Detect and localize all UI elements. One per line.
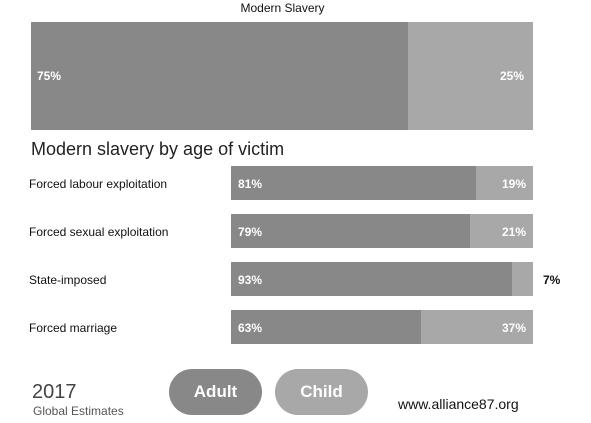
overall-stacked-bar: 75% 25% — [31, 22, 533, 130]
row-adult-segment — [231, 214, 470, 248]
row-child-percent-label: 21% — [501, 225, 526, 239]
report-subtitle: Global Estimates — [33, 404, 124, 418]
row-adult-segment — [231, 262, 512, 296]
row-label: Forced labour exploitation — [29, 177, 168, 191]
overall-child-percent-label: 25% — [499, 69, 524, 83]
row-child-percent-label: 37% — [501, 321, 526, 335]
row-adult-percent-label: 79% — [238, 225, 263, 239]
row-label: State-imposed — [29, 273, 107, 287]
legend-child-button[interactable]: Child — [275, 369, 368, 415]
overall-adult-percent-label: 75% — [37, 69, 62, 83]
age-breakdown-title: Modern slavery by age of victim — [31, 139, 285, 159]
overall-chart-title: Modern Slavery — [240, 1, 325, 15]
report-year: 2017 — [32, 381, 77, 403]
row-adult-percent-label: 93% — [238, 273, 263, 287]
row-adult-segment — [231, 166, 476, 200]
row-adult-percent-label: 81% — [238, 177, 263, 191]
row-label: Forced marriage — [29, 321, 118, 335]
row-stacked-bar: 81% 19% — [231, 166, 533, 200]
row-stacked-bar: 93% 7% — [231, 262, 560, 296]
row-adult-segment — [231, 310, 422, 344]
row-child-segment — [512, 262, 533, 296]
row-label: Forced sexual exploitation — [29, 225, 169, 239]
legend-adult-button[interactable]: Adult — [169, 369, 262, 415]
row-child-percent-label: 7% — [543, 273, 561, 287]
row-adult-percent-label: 63% — [238, 321, 263, 335]
row-stacked-bar: 63% 37% — [231, 310, 533, 344]
website-link[interactable]: www.alliance87.org — [398, 396, 519, 412]
row-child-percent-label: 19% — [501, 177, 526, 191]
row-stacked-bar: 79% 21% — [231, 214, 533, 248]
overall-adult-segment — [31, 22, 408, 130]
